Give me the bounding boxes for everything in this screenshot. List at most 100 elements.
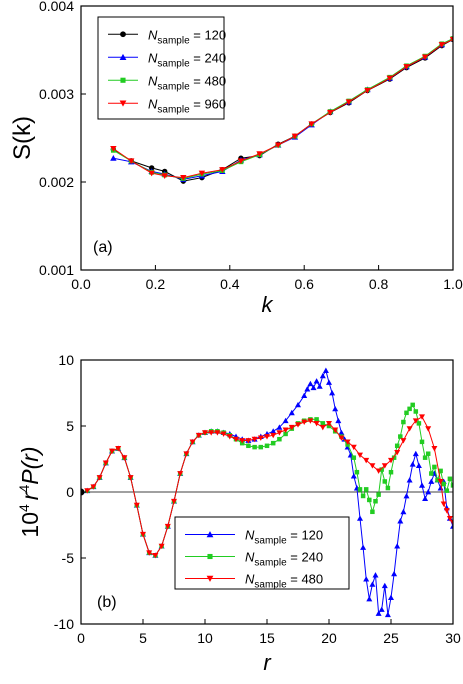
data-point-series-2: [301, 419, 308, 426]
legend-subscript: sample: [254, 580, 287, 591]
x-tick-label: 0.6: [294, 276, 314, 292]
data-point-series-2: [344, 439, 351, 445]
data-point-series-2: [381, 463, 388, 469]
data-point-series-1: [432, 464, 437, 470]
y-label-prefix: 10: [17, 512, 43, 538]
data-point-series-2: [307, 418, 314, 424]
data-point-series-1: [441, 481, 446, 487]
legend-subscript: sample: [157, 104, 190, 115]
y-tick-label: 0.003: [39, 86, 74, 102]
x-tick-label: 0.0: [71, 276, 91, 292]
data-point-series-1: [258, 444, 264, 450]
legend-subscript: sample: [157, 58, 190, 69]
data-point-series-2: [313, 420, 320, 427]
data-point-series-2: [419, 414, 425, 420]
data-point-series-1: [413, 409, 419, 414]
data-point-series-2: [295, 422, 301, 428]
data-point-series-0: [326, 379, 332, 385]
legend-label-0: Nsample = 120: [148, 27, 226, 46]
data-point-series-2: [96, 475, 103, 481]
data-point-series-1: [425, 451, 431, 456]
legend-symbol: N: [148, 50, 158, 65]
legend-marker-3: [119, 100, 127, 107]
x-tick-label: 0.8: [369, 276, 389, 292]
data-point-series-1: [360, 493, 366, 499]
legend-symbol: N: [245, 572, 255, 587]
data-point-series-1: [363, 487, 369, 492]
x-tick-label: 0.2: [146, 276, 166, 292]
x-tick-label: 0: [77, 630, 85, 646]
data-point-series-1: [404, 410, 409, 416]
data-point-series-2: [270, 432, 277, 439]
data-point-series-3: [180, 175, 187, 181]
legend-value: = 240: [190, 50, 227, 65]
legend-subscript: sample: [254, 558, 287, 569]
data-point-series-2: [202, 430, 208, 436]
data-point-series-3: [421, 54, 429, 61]
data-point-series-2: [226, 434, 233, 440]
data-point-series-0: [397, 518, 404, 524]
data-point-series-2: [239, 438, 246, 444]
data-point-series-2: [121, 455, 128, 461]
y-tick-label: -5: [62, 550, 75, 566]
data-point-series-1: [110, 155, 117, 161]
data-point-series-1: [367, 497, 372, 503]
legend-symbol: N: [245, 550, 255, 565]
data-point-series-1: [252, 444, 257, 450]
data-point-series-0: [378, 606, 385, 612]
data-point-series-0: [450, 523, 453, 529]
data-point-series-0: [288, 409, 295, 416]
data-point-series-2: [214, 430, 221, 436]
y-tick-label: 0.001: [39, 262, 74, 278]
data-point-series-2: [406, 426, 413, 432]
data-point-series-3: [110, 146, 117, 152]
x-tick-label: 15: [259, 630, 275, 646]
data-point-series-0: [391, 570, 398, 577]
data-point-series-0: [319, 372, 326, 379]
data-point-series-1: [351, 455, 357, 460]
data-point-series-3: [198, 170, 206, 177]
data-point-series-2: [257, 435, 264, 441]
y-label-r: r: [17, 491, 43, 500]
data-point-series-2: [115, 446, 122, 452]
data-point-series-0: [282, 417, 289, 424]
legend-label-1: Nsample = 240: [245, 550, 323, 569]
data-point-series-3: [148, 170, 155, 177]
legend-label-0: Nsample = 120: [245, 528, 323, 547]
legend-marker-1: [119, 53, 127, 60]
data-point-series-0: [329, 390, 336, 396]
data-point-series-2: [220, 431, 227, 437]
data-point-series-1: [264, 443, 270, 449]
data-point-series-1: [270, 440, 276, 446]
data-point-series-2: [446, 516, 453, 522]
data-point-series-0: [400, 508, 407, 515]
panel-a-plot-area: [110, 35, 453, 184]
legend-symbol: N: [148, 27, 158, 42]
x-tick-label: 0.4: [220, 276, 240, 292]
y-tick-label: -10: [54, 616, 74, 632]
data-point-series-0: [366, 595, 373, 602]
data-point-series-3: [161, 173, 168, 180]
panel-b-y-axis-label: 104r4P(r): [16, 446, 43, 537]
legend-value: = 480: [287, 572, 324, 587]
y-tick-label: 10: [58, 352, 74, 368]
data-point-series-2: [208, 430, 215, 436]
data-point-series-3: [256, 151, 263, 158]
panel-b-ticks: 0 5 10 15 20 25 30 -10 -5 0 5 10: [54, 352, 461, 646]
y-tick-label: 5: [66, 418, 74, 434]
data-point-series-2: [183, 451, 190, 457]
data-point-series-2: [189, 439, 196, 445]
data-point-series-1: [429, 471, 434, 476]
y-tick-label: 0.002: [39, 174, 74, 190]
data-point-series-0: [148, 165, 155, 171]
data-point-series-2: [276, 430, 283, 436]
y-tick-label: 0.004: [39, 0, 74, 14]
legend-label-1: Nsample = 240: [148, 50, 226, 69]
legend-label-2: Nsample = 480: [148, 73, 226, 92]
data-point-series-2: [400, 438, 407, 444]
data-point-series-2: [140, 531, 146, 538]
data-point-series-2: [133, 502, 140, 509]
data-point-series-2: [288, 424, 295, 431]
data-point-series-1: [407, 406, 412, 412]
